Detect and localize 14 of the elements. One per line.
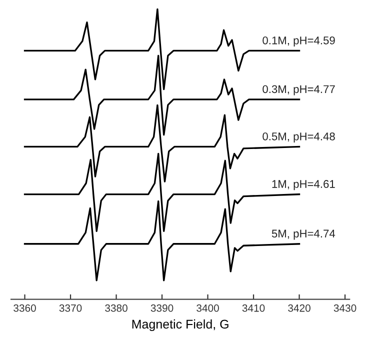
x-tick-label: 3410 bbox=[242, 304, 265, 312]
series-label: 0.5M, pH=4.48 bbox=[262, 132, 335, 143]
series-label: 1M, pH=4.61 bbox=[272, 180, 335, 190]
x-tick-label: 3360 bbox=[14, 304, 36, 312]
x-tick-label: 3400 bbox=[196, 304, 219, 312]
x-axis-title: Magnetic Field, G bbox=[132, 319, 228, 332]
series-label: 0.3M, pH=4.77 bbox=[262, 85, 335, 96]
x-tick-label: 3390 bbox=[150, 304, 174, 312]
x-tick-label: 3370 bbox=[59, 304, 82, 312]
x-tick-label: 3420 bbox=[288, 304, 310, 312]
series-label: 0.1M, pH=4.59 bbox=[262, 36, 335, 47]
series-label: 5M, pH=4.74 bbox=[272, 230, 336, 240]
x-tick-label: 3430 bbox=[334, 304, 356, 312]
x-tick-label: 3380 bbox=[105, 304, 128, 312]
